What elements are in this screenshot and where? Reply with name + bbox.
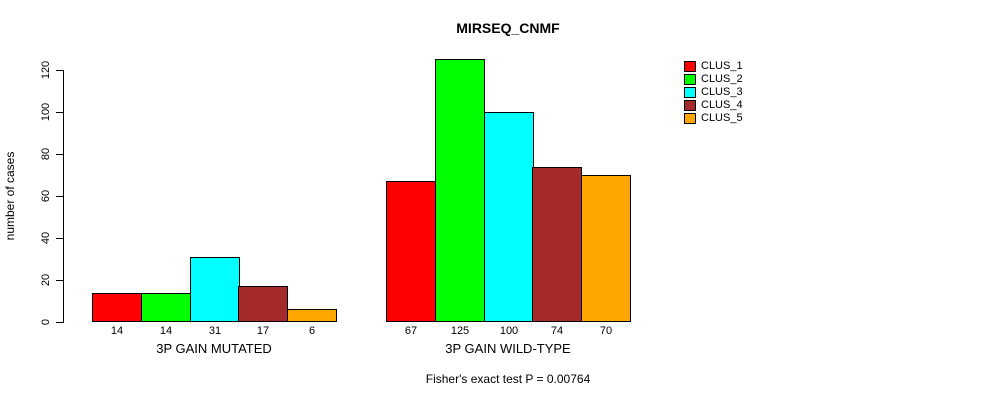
- x-axis-group-label: 3P GAIN MUTATED: [156, 341, 272, 356]
- legend-item-clus-4: CLUS_4: [684, 99, 743, 112]
- legend-color-swatch: [684, 61, 696, 72]
- legend-item-label: CLUS_2: [701, 73, 743, 85]
- bar-value-label: 14: [110, 325, 124, 337]
- annotation-text: Fisher's exact test P = 0.00764: [425, 372, 591, 386]
- bar-clus-3-group-1: [190, 257, 240, 322]
- legend-item-label: CLUS_5: [701, 112, 743, 124]
- y-axis-tick-label: 40: [40, 231, 52, 245]
- y-axis-tick: [56, 280, 63, 281]
- bar-value-label: 17: [256, 325, 270, 337]
- y-axis-tick-label: 100: [40, 102, 52, 122]
- x-axis-group-label: 3P GAIN WILD-TYPE: [445, 341, 571, 356]
- y-axis-label: number of cases: [3, 151, 17, 241]
- bar-clus-1-group-1: [92, 293, 142, 322]
- y-axis-tick: [56, 154, 63, 155]
- bar-clus-3-group-2: [484, 112, 534, 322]
- y-axis-tick: [56, 70, 63, 71]
- legend-color-swatch: [684, 74, 696, 85]
- legend-item-label: CLUS_3: [701, 86, 743, 98]
- legend-color-swatch: [684, 113, 696, 124]
- bar-clus-4-group-1: [238, 286, 288, 322]
- legend-color-swatch: [684, 100, 696, 111]
- y-axis-tick: [56, 112, 63, 113]
- y-axis-tick: [56, 322, 63, 323]
- bar-value-label: 67: [404, 325, 418, 337]
- y-axis-tick-label: 0: [40, 318, 52, 326]
- bar-value-label: 6: [308, 325, 316, 337]
- bar-value-label: 70: [599, 325, 613, 337]
- bar-clus-5-group-2: [581, 175, 631, 322]
- y-axis-tick: [56, 196, 63, 197]
- bar-value-label: 31: [208, 325, 222, 337]
- y-axis-tick-label: 60: [40, 189, 52, 203]
- legend-item-clus-3: CLUS_3: [684, 86, 743, 99]
- y-axis-tick-label: 20: [40, 273, 52, 287]
- legend-item-label: CLUS_4: [701, 99, 743, 111]
- bar-value-label: 100: [499, 325, 519, 337]
- legend-item-clus-5: CLUS_5: [684, 112, 743, 125]
- bar-value-label: 74: [550, 325, 564, 337]
- legend-item-clus-2: CLUS_2: [684, 73, 743, 86]
- bar-value-label: 125: [450, 325, 470, 337]
- bar-clus-5-group-1: [287, 309, 337, 322]
- y-axis-tick: [56, 238, 63, 239]
- bar-value-label: 14: [159, 325, 173, 337]
- bar-clus-1-group-2: [386, 181, 436, 322]
- y-axis-tick-label: 80: [40, 147, 52, 161]
- bar-clus-2-group-1: [141, 293, 191, 322]
- legend-item-clus-1: CLUS_1: [684, 60, 743, 73]
- y-axis-line: [63, 70, 64, 323]
- legend: CLUS_1 CLUS_2 CLUS_3 CLUS_4 CLUS_5: [684, 60, 743, 125]
- y-axis-tick-label: 120: [40, 60, 52, 80]
- bar-clus-2-group-2: [435, 59, 485, 322]
- chart-title: MIRSEQ_CNMF: [456, 20, 560, 36]
- legend-color-swatch: [684, 87, 696, 98]
- bar-clus-4-group-2: [532, 167, 582, 322]
- legend-item-label: CLUS_1: [701, 60, 743, 72]
